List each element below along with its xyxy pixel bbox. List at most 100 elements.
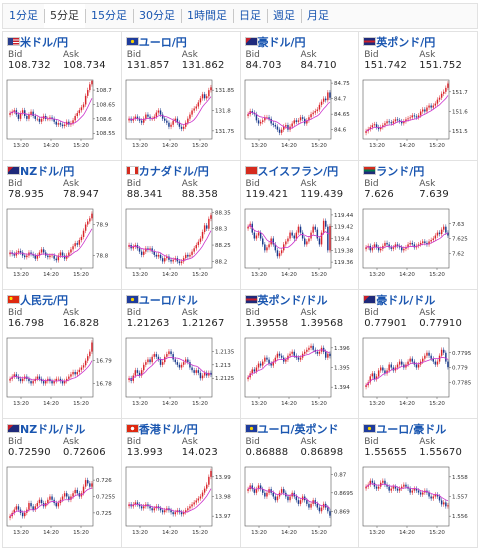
candle-body [32,506,34,510]
candle-body [432,105,435,108]
tab-1[interactable]: 1分足 [9,9,38,22]
candle-body [420,111,422,116]
au-flag-icon [363,295,377,304]
candle-body [144,248,147,252]
pair-link[interactable]: 英ポンド/円 [376,36,436,49]
candle-body [47,499,49,504]
candle-body [384,242,386,246]
pair-link[interactable]: 豪ドル/ドル [376,294,436,307]
y-tick-label: 16.79 [96,359,112,365]
candle-body [178,261,180,264]
candle-body [305,120,308,124]
candle-body [303,351,305,354]
candle-body [441,93,443,98]
ask-label: Ask [181,179,198,189]
candle-body [193,248,195,252]
tab-8[interactable]: 月足 [301,4,335,28]
x-tick-label: 13:20 [369,143,385,149]
candle-body [280,489,282,493]
candle-body [63,255,66,259]
candle-body [17,506,20,510]
ask-label: Ask [300,308,317,318]
candle-body [299,226,301,233]
candle-body [172,259,174,262]
pair-link[interactable]: ユーロ/ドル [138,294,198,307]
bid-label: Bid [364,437,379,447]
pair-link[interactable]: ランド/円 [376,165,425,178]
candle-body [174,359,176,363]
price-chart: 151.7 151.6 151.5 13:20 14:20 15:20 [362,79,468,149]
pair-link[interactable]: ユーロ/豪ドル [376,423,447,436]
candle-body [28,503,30,510]
candle-body [38,118,41,122]
candle-body [142,251,145,255]
candle-body [365,385,368,387]
candle-body [388,364,391,371]
tab-7[interactable]: 週足 [267,4,301,28]
tab-2[interactable]: 5分足 [44,4,85,28]
tab-3[interactable]: 15分足 [85,4,133,28]
candle-body [388,121,391,123]
bid-value: 0.86888 [245,447,289,458]
pair-link[interactable]: ユーロ/円 [138,36,187,49]
candle-body [36,255,39,259]
rate-panel: NZドル/円 Bid Ask 78.935 78.947 78.9 78.8 13:20 14:… [3,161,122,290]
x-tick-label: 13:20 [132,143,148,149]
candle-body [191,504,193,507]
candle-body [172,354,174,360]
tab-5[interactable]: 1時間足 [181,4,233,28]
pair-link[interactable]: 豪ドル/円 [257,36,306,49]
candle-body [441,229,443,235]
plot-frame [125,337,213,398]
x-tick-label: 13:20 [13,143,29,149]
candle-body [445,87,447,92]
candle-body [87,356,89,361]
candle-body [430,355,433,359]
za-flag-icon [363,166,377,175]
candle-body [376,486,378,489]
candle-body [378,486,380,489]
ca-flag-icon [125,166,139,175]
candle-body [182,512,185,515]
candle-body [401,486,403,489]
pair-link[interactable]: 英ポンド/ドル [257,294,328,307]
candle-body [19,250,22,253]
tab-4[interactable]: 30分足 [133,4,181,28]
rate-panel: ユーロ/英ポンド Bid Ask 0.86888 0.86898 0.87 0.8695 0.… [240,419,360,548]
candle-body [246,114,249,116]
candle-body [272,492,274,497]
candle-body [191,251,193,255]
x-tick-label: 15:20 [429,272,445,278]
candle-body [301,232,303,239]
pair-link[interactable]: NZドル/円 [20,165,75,178]
pair-link[interactable]: 米ドル/円 [20,36,69,49]
y-tick-label: 13.97 [215,514,231,520]
plot-frame [244,337,331,398]
candle-body [184,359,187,363]
bid-value: 119.421 [245,189,289,200]
candle-body [326,226,329,251]
y-tick-label: 131.75 [215,129,235,135]
moving-average-line [247,101,330,129]
pair-link[interactable]: 香港ドル/円 [138,423,198,436]
candle-body [309,503,312,508]
ask-value: 88.358 [181,189,218,200]
x-tick-label: 14:20 [162,272,178,278]
candle-body [280,250,282,254]
candle-body [201,375,204,379]
pair-link[interactable]: ユーロ/英ポンド [257,423,339,436]
candle-body [140,120,143,123]
candle-body [288,496,291,501]
tab-6[interactable]: 日足 [233,4,267,28]
price-chart: 16.79 16.78 13:20 14:20 15:20 [6,337,112,407]
pair-link[interactable]: スイスフラン/円 [257,165,339,178]
candle-body [17,114,20,119]
hk-flag-icon [125,424,139,433]
pair-link[interactable]: 人民元/円 [20,294,69,307]
bid-label: Bid [245,437,260,447]
rate-panel: ユーロ/ドル Bid Ask 1.21263 1.21267 1.2135 1.213 1.2… [121,290,241,419]
pair-link[interactable]: カナダドル/円 [138,165,209,178]
candle-body [134,116,136,119]
pair-link[interactable]: NZドル/ドル [20,423,86,436]
candle-body [184,254,187,259]
